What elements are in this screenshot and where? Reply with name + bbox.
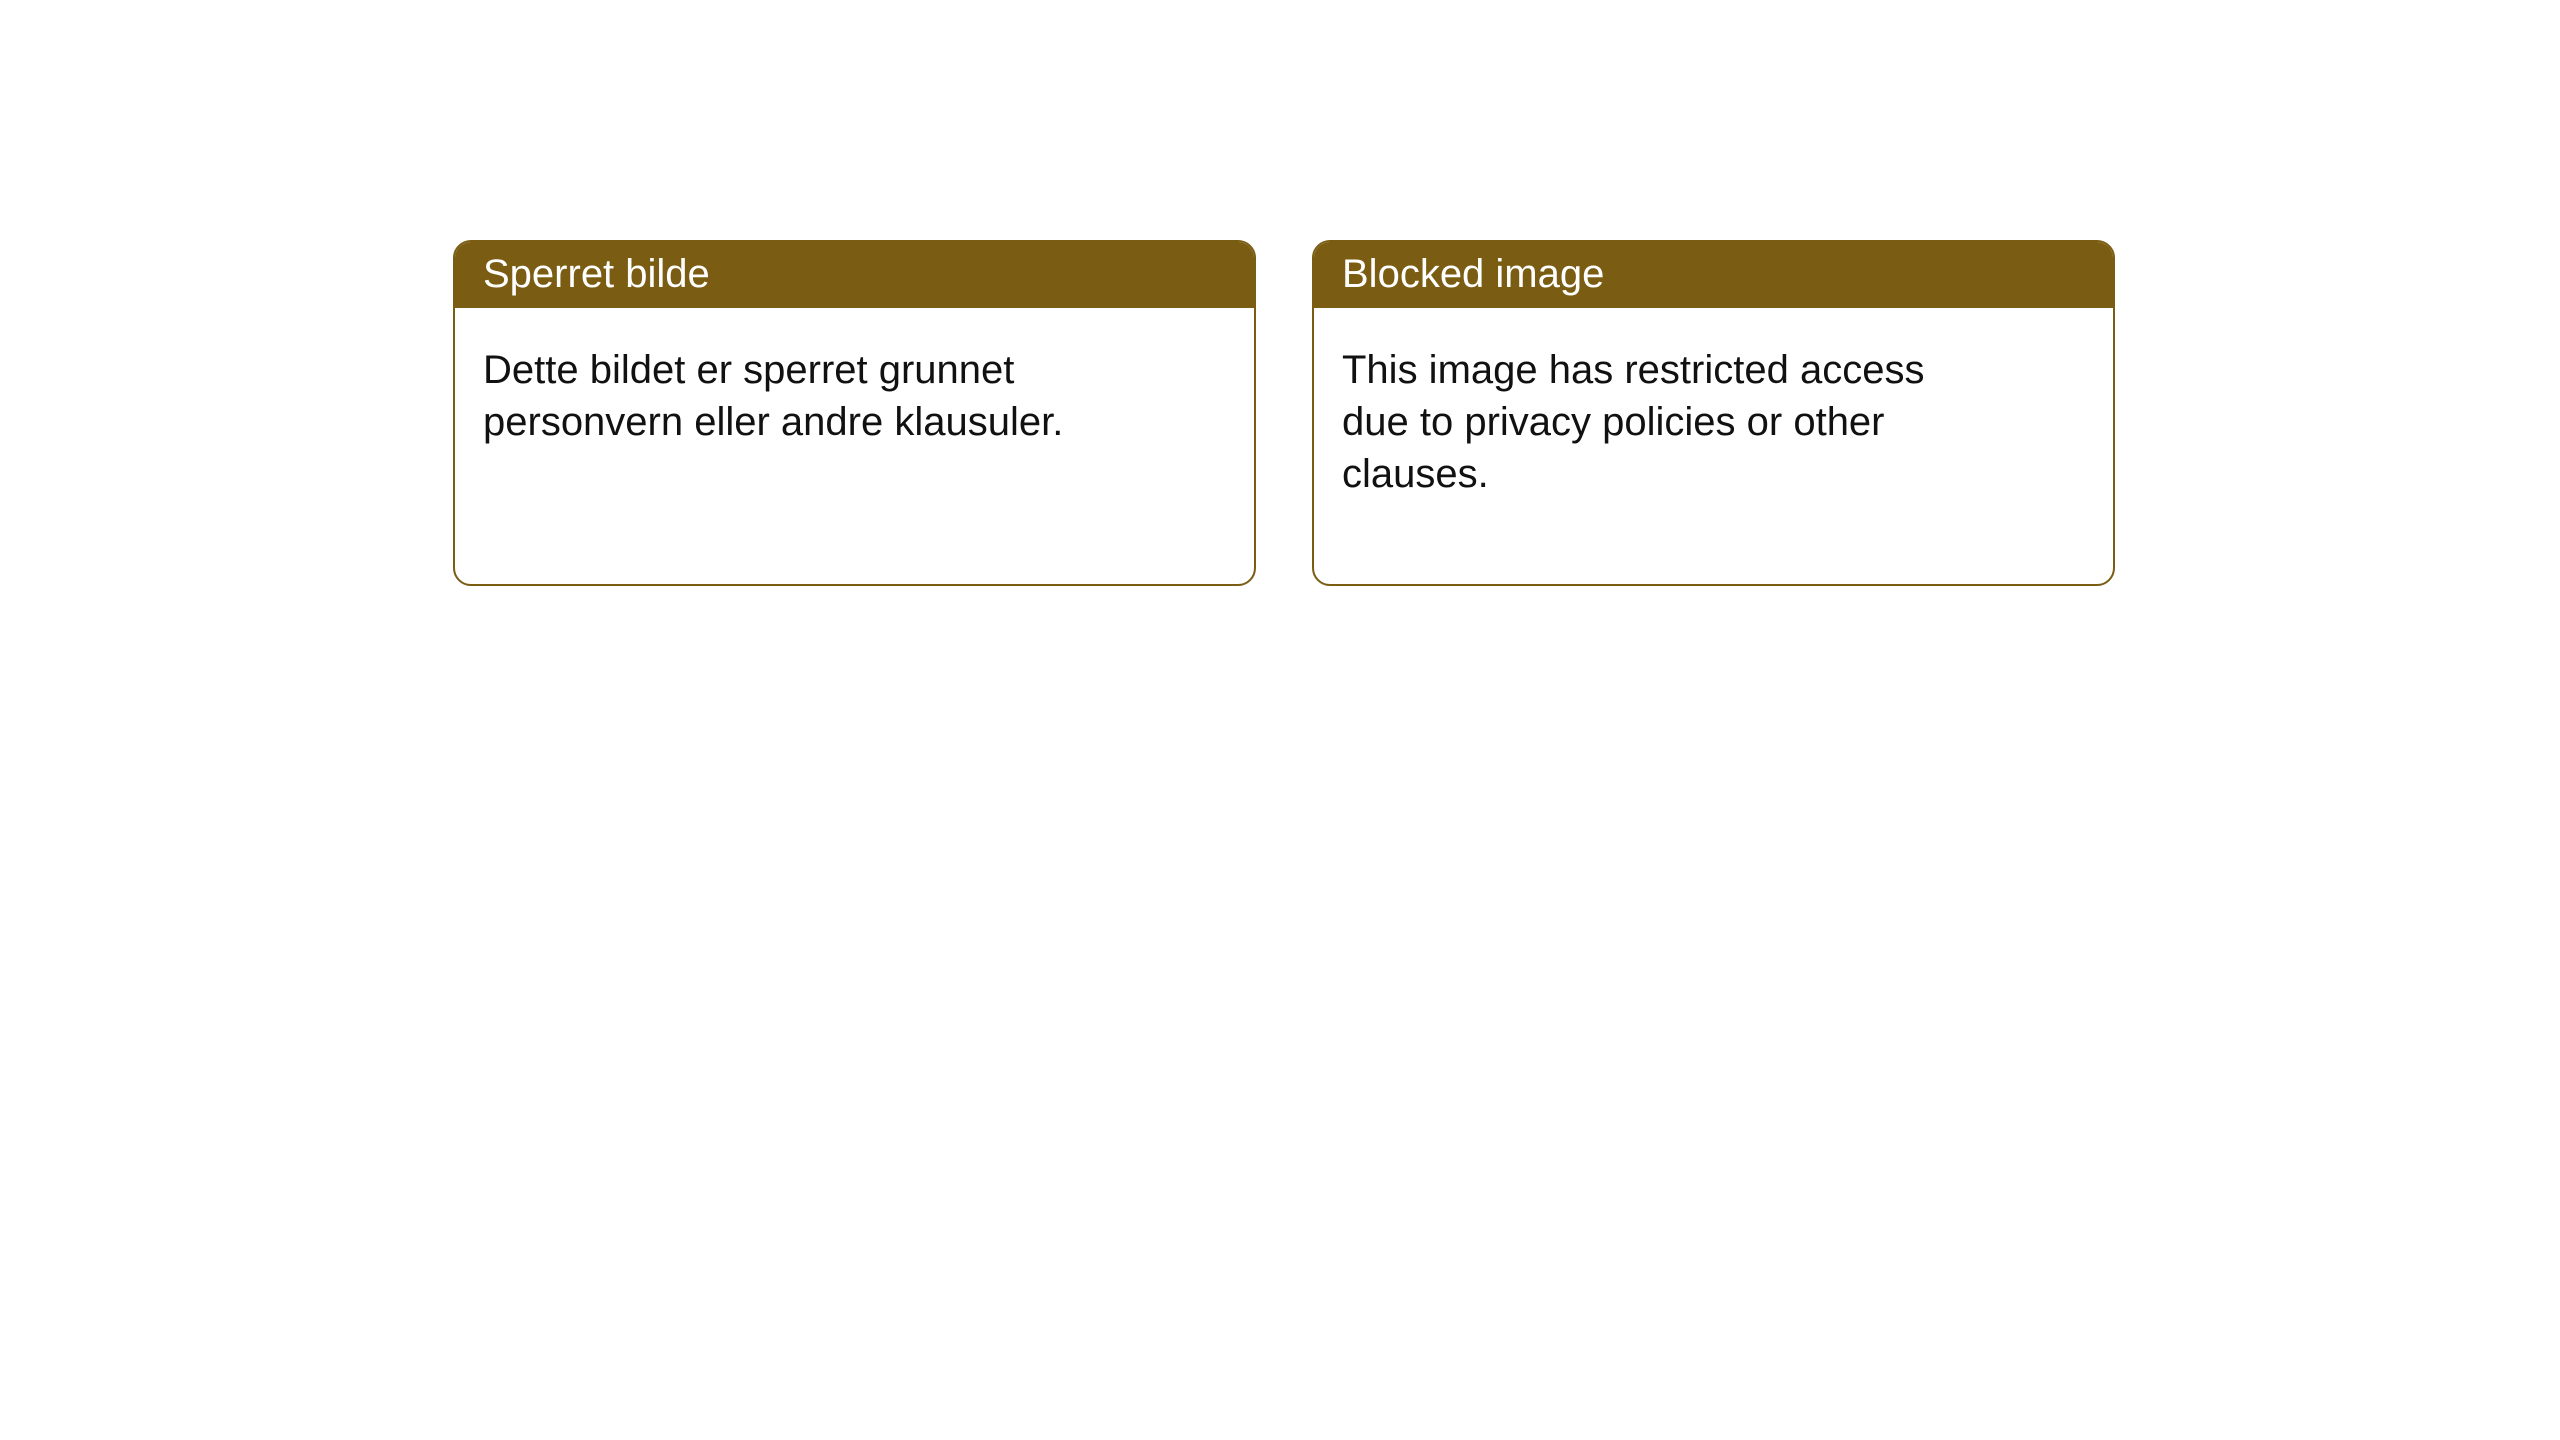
notice-card-norwegian: Sperret bilde Dette bildet er sperret gr…: [453, 240, 1256, 586]
notice-body-english: This image has restricted access due to …: [1314, 308, 2014, 584]
notice-title-english: Blocked image: [1314, 242, 2113, 308]
notice-card-english: Blocked image This image has restricted …: [1312, 240, 2115, 586]
notice-body-norwegian: Dette bildet er sperret grunnet personve…: [455, 308, 1155, 532]
notice-container: Sperret bilde Dette bildet er sperret gr…: [0, 0, 2560, 586]
notice-title-norwegian: Sperret bilde: [455, 242, 1254, 308]
